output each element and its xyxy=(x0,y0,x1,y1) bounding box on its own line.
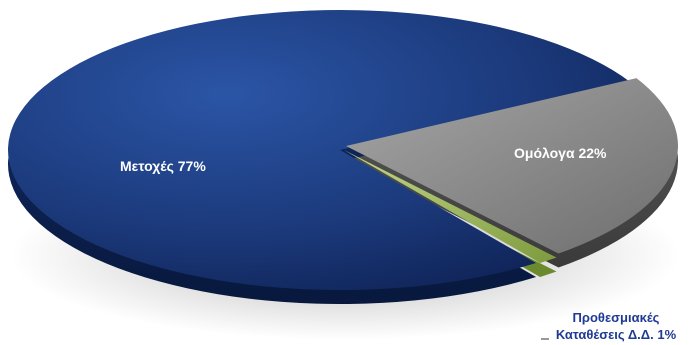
slice-label-omologa: Ομόλογα 22% xyxy=(514,145,607,161)
slice-metoxes xyxy=(7,10,631,291)
slice-label-metoxes: Μετοχές 77% xyxy=(120,158,206,174)
slice-omologa xyxy=(346,78,678,254)
slice-label-prothesmiakes: Προθεσμιακές Καταθέσεις Δ.Δ. 1% xyxy=(556,310,677,342)
slice-prothesmiakes xyxy=(344,150,557,263)
